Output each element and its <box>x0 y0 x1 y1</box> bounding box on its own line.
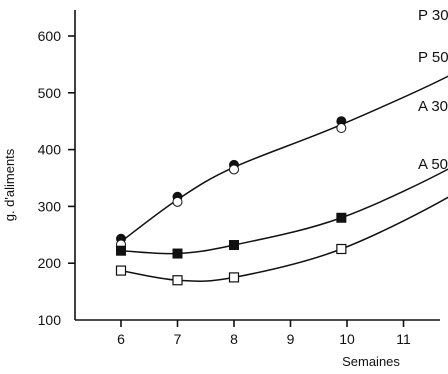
series-label: A 30 <box>418 98 448 115</box>
curves <box>120 75 448 282</box>
data-point <box>336 212 347 223</box>
x-tick-label: 9 <box>287 331 295 347</box>
y-ticks: 100 200 300 400 500 600 <box>38 28 75 328</box>
data-point <box>172 196 183 207</box>
data-points <box>115 116 347 286</box>
y-tick-label: 200 <box>38 255 62 271</box>
series-label: A 50 <box>418 156 448 173</box>
data-point <box>116 245 126 256</box>
series-label: P 50 <box>418 49 448 66</box>
axes <box>74 10 440 321</box>
data-point <box>336 123 347 134</box>
data-point <box>115 265 127 276</box>
data-point <box>229 164 239 175</box>
x-tick-label: 6 <box>117 331 125 347</box>
y-axis-title: g. d'aliments <box>2 148 17 221</box>
fitted-curve <box>120 75 448 243</box>
series-label: P 30 <box>418 7 448 24</box>
data-point <box>172 248 183 259</box>
data-point <box>336 243 347 255</box>
data-point <box>228 272 240 283</box>
y-tick-label: 100 <box>38 312 62 328</box>
x-tick-label: 10 <box>339 331 355 347</box>
series-labels: P 30 P 50 A 30 A 50 <box>418 7 448 173</box>
x-tick-label: 7 <box>174 331 182 347</box>
fitted-curve <box>120 196 448 282</box>
y-tick-label: 600 <box>38 28 62 44</box>
fitted-curve <box>120 168 448 255</box>
x-axis-title: Semaines <box>342 354 400 369</box>
x-tick-label: 11 <box>396 331 411 347</box>
y-tick-label: 500 <box>38 85 62 101</box>
data-point <box>172 275 183 286</box>
y-tick-label: 400 <box>38 142 62 158</box>
data-point <box>229 240 239 251</box>
y-tick-label: 300 <box>38 198 62 214</box>
x-ticks: 678910111213 <box>117 320 411 347</box>
x-tick-label: 8 <box>230 331 238 347</box>
